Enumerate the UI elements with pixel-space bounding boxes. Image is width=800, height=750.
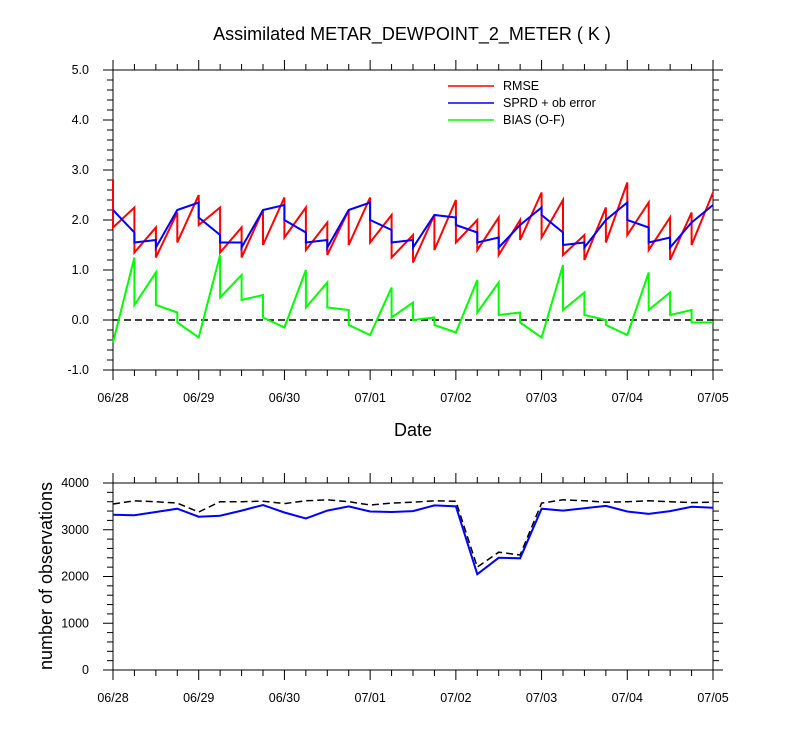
legend-label: SPRD + ob error <box>503 96 596 110</box>
x-tick-label: 07/04 <box>612 691 643 705</box>
top-tick-labels: 06/28 06/29 06/30 07/01 07/02 07/03 07/04 07/05… <box>67 63 728 405</box>
y-tick-label: 5.0 <box>72 63 89 77</box>
x-tick-label: 07/04 <box>612 391 643 405</box>
top-ticks <box>103 60 723 380</box>
top-series <box>112 180 714 343</box>
series-line-possible <box>112 499 714 569</box>
bottom-series <box>112 499 714 576</box>
y-tick-label: 2.0 <box>72 213 89 227</box>
series-line-assimilated <box>112 503 714 576</box>
y-axis-title-observations: number of observations <box>36 482 56 670</box>
x-tick-label: 06/30 <box>269 691 300 705</box>
x-tick-label: 06/29 <box>183 691 214 705</box>
bottom-panel: 06/28 06/29 06/30 07/01 07/02 07/03 07/04 07/05… <box>36 473 729 705</box>
y-tick-label: -1.0 <box>67 363 89 377</box>
chart-title: Assimilated METAR_DEWPOINT_2_METER ( K ) <box>213 24 611 45</box>
legend-label: RMSE <box>503 79 539 93</box>
y-tick-label: 1000 <box>61 616 89 630</box>
series-line-bias-o-f <box>112 254 713 343</box>
series-line-rmse <box>112 180 714 263</box>
y-tick-label: 1.0 <box>72 263 89 277</box>
y-tick-label: 0.0 <box>72 313 89 327</box>
x-tick-label: 07/03 <box>526 691 557 705</box>
x-tick-label: 06/30 <box>269 391 300 405</box>
bottom-ticks <box>103 473 723 680</box>
x-axis-title: Date <box>394 420 432 440</box>
bottom-tick-labels: 06/28 06/29 06/30 07/01 07/02 07/03 07/04 07/05… <box>61 476 729 705</box>
y-tick-label: 2000 <box>61 570 89 584</box>
x-tick-label: 07/05 <box>697 391 728 405</box>
legend-label: BIAS (O-F) <box>503 113 565 127</box>
legend: RMSE SPRD + ob error BIAS (O-F) <box>448 79 596 127</box>
x-tick-label: 07/02 <box>440 691 471 705</box>
y-tick-label: 3000 <box>61 523 89 537</box>
series-line-sprd-ob-error <box>112 200 714 252</box>
x-tick-label: 06/28 <box>97 391 128 405</box>
x-tick-label: 06/29 <box>183 391 214 405</box>
x-tick-label: 07/05 <box>697 691 728 705</box>
y-tick-label: 4.0 <box>72 113 89 127</box>
y-tick-label: 4000 <box>61 476 89 490</box>
y-tick-label: 3.0 <box>72 163 89 177</box>
x-tick-label: 06/28 <box>97 691 128 705</box>
y-tick-label: 0 <box>82 663 89 677</box>
x-tick-label: 07/03 <box>526 391 557 405</box>
x-tick-label: 07/01 <box>355 391 386 405</box>
top-panel: 06/28 06/29 06/30 07/01 07/02 07/03 07/04 07/05… <box>67 60 729 440</box>
x-tick-label: 07/02 <box>440 391 471 405</box>
x-tick-label: 07/01 <box>355 691 386 705</box>
